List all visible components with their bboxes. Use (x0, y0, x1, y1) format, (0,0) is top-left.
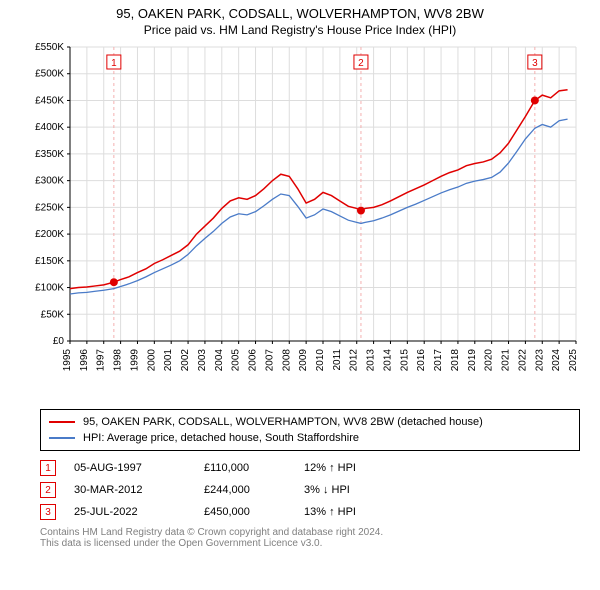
svg-text:2007: 2007 (264, 349, 275, 372)
svg-text:1996: 1996 (79, 349, 90, 372)
svg-text:£0: £0 (53, 336, 65, 347)
legend-item: 95, OAKEN PARK, CODSALL, WOLVERHAMPTON, … (49, 414, 571, 430)
attribution-line1: Contains HM Land Registry data © Crown c… (40, 527, 580, 538)
svg-text:2022: 2022 (517, 349, 528, 372)
chart-svg: £0 £50K £100K £150K £200K £250K £300K £350K £400… (20, 41, 580, 401)
svg-text:£400K: £400K (35, 122, 64, 133)
svg-text:£500K: £500K (35, 69, 64, 80)
svg-text:2001: 2001 (163, 349, 174, 372)
svg-text:2003: 2003 (197, 349, 208, 372)
sale-marker-icon: 2 (40, 482, 56, 498)
svg-text:2020: 2020 (484, 349, 495, 372)
svg-text:2017: 2017 (433, 349, 444, 372)
svg-text:1995: 1995 (62, 349, 73, 372)
title-block: 95, OAKEN PARK, CODSALL, WOLVERHAMPTON, … (0, 0, 600, 41)
chart-area: £0 £50K £100K £150K £200K £250K £300K £350K £400… (20, 41, 580, 401)
svg-text:1999: 1999 (129, 349, 140, 372)
svg-text:2004: 2004 (214, 349, 225, 372)
svg-text:2002: 2002 (180, 349, 191, 372)
svg-text:2010: 2010 (315, 349, 326, 372)
svg-text:2012: 2012 (349, 349, 360, 372)
svg-text:£50K: £50K (41, 309, 65, 320)
svg-text:1: 1 (111, 58, 117, 69)
legend-swatch-2 (49, 437, 75, 439)
svg-text:2024: 2024 (551, 349, 562, 372)
svg-text:2000: 2000 (146, 349, 157, 372)
sale-date: 25-JUL-2022 (74, 506, 204, 518)
svg-text:2019: 2019 (467, 349, 478, 372)
sale-date: 05-AUG-1997 (74, 462, 204, 474)
legend-item: HPI: Average price, detached house, Sout… (49, 430, 571, 446)
svg-text:2011: 2011 (332, 349, 343, 371)
sale-date: 30-MAR-2012 (74, 484, 204, 496)
svg-text:£150K: £150K (35, 256, 64, 267)
legend: 95, OAKEN PARK, CODSALL, WOLVERHAMPTON, … (40, 409, 580, 451)
svg-text:2023: 2023 (534, 349, 545, 372)
title-line2: Price paid vs. HM Land Registry's House … (0, 23, 600, 37)
legend-swatch-1 (49, 421, 75, 423)
svg-text:1998: 1998 (113, 349, 124, 372)
svg-text:2018: 2018 (450, 349, 461, 372)
chart-container: 95, OAKEN PARK, CODSALL, WOLVERHAMPTON, … (0, 0, 600, 549)
svg-text:£300K: £300K (35, 176, 64, 187)
svg-text:2009: 2009 (298, 349, 309, 372)
sale-row: 3 25-JUL-2022 £450,000 13% ↑ HPI (40, 501, 580, 523)
title-line1: 95, OAKEN PARK, CODSALL, WOLVERHAMPTON, … (0, 6, 600, 21)
svg-text:£200K: £200K (35, 229, 64, 240)
svg-text:£550K: £550K (35, 42, 64, 53)
sale-price: £244,000 (204, 484, 304, 496)
sale-price: £450,000 (204, 506, 304, 518)
sale-diff: 3% ↓ HPI (304, 484, 424, 496)
svg-text:2005: 2005 (231, 349, 242, 372)
sale-diff: 12% ↑ HPI (304, 462, 424, 474)
sale-price: £110,000 (204, 462, 304, 474)
svg-text:2016: 2016 (416, 349, 427, 372)
attribution: Contains HM Land Registry data © Crown c… (40, 527, 580, 549)
svg-text:1997: 1997 (96, 349, 107, 372)
legend-label: HPI: Average price, detached house, Sout… (83, 432, 359, 444)
svg-text:£100K: £100K (35, 283, 64, 294)
sale-row: 2 30-MAR-2012 £244,000 3% ↓ HPI (40, 479, 580, 501)
sale-diff: 13% ↑ HPI (304, 506, 424, 518)
svg-text:2015: 2015 (399, 349, 410, 372)
sale-row: 1 05-AUG-1997 £110,000 12% ↑ HPI (40, 457, 580, 479)
svg-text:2008: 2008 (281, 349, 292, 372)
svg-text:2025: 2025 (568, 349, 579, 372)
svg-text:3: 3 (532, 58, 538, 69)
svg-text:2021: 2021 (501, 349, 512, 372)
svg-text:£450K: £450K (35, 95, 64, 106)
svg-text:£350K: £350K (35, 149, 64, 160)
svg-text:2013: 2013 (366, 349, 377, 372)
sale-marker-icon: 3 (40, 504, 56, 520)
svg-text:2014: 2014 (382, 349, 393, 372)
sale-marker-icon: 1 (40, 460, 56, 476)
legend-label: 95, OAKEN PARK, CODSALL, WOLVERHAMPTON, … (83, 416, 483, 428)
sales-table: 1 05-AUG-1997 £110,000 12% ↑ HPI 2 30-MA… (40, 457, 580, 523)
attribution-line2: This data is licensed under the Open Gov… (40, 538, 580, 549)
svg-text:£250K: £250K (35, 202, 64, 213)
svg-text:2006: 2006 (248, 349, 259, 372)
svg-text:2: 2 (358, 58, 364, 69)
